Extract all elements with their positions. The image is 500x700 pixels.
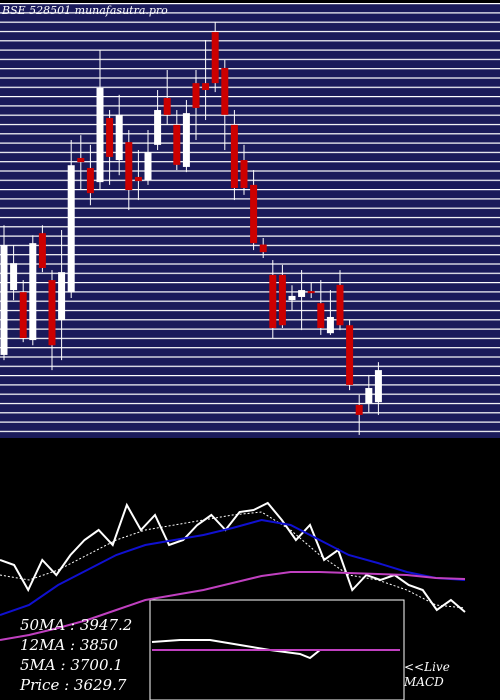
candle-body xyxy=(307,291,315,294)
candle-body xyxy=(192,83,200,108)
candle-body xyxy=(38,233,46,268)
candle-body xyxy=(202,83,210,91)
candle-body xyxy=(86,167,94,194)
legend-text: 50MA : 3947.2 xyxy=(20,616,132,634)
candle-body xyxy=(10,263,18,291)
macd-label: <<Live xyxy=(404,660,450,674)
candle-body xyxy=(365,388,373,404)
candle-body xyxy=(48,280,56,346)
candle-body xyxy=(230,124,238,188)
candle-body xyxy=(211,32,219,84)
candle-body xyxy=(163,97,171,115)
candle-body xyxy=(106,117,114,157)
candle-body xyxy=(326,316,334,334)
candle-body xyxy=(134,176,142,182)
legend-text: Price : 3629.7 xyxy=(19,676,127,694)
candle-body xyxy=(288,295,296,301)
indicator-line xyxy=(0,511,466,609)
candle-body xyxy=(317,303,325,329)
candle-body xyxy=(154,110,162,145)
legend-text: 5MA : 3700.1 xyxy=(20,656,123,674)
indicator-line xyxy=(0,571,466,641)
indicator-line xyxy=(0,518,466,616)
candle-body xyxy=(240,160,248,188)
candle-body xyxy=(336,284,344,326)
macd-label: MACD xyxy=(403,675,444,689)
candle-body xyxy=(29,243,37,341)
candle-body xyxy=(374,370,382,403)
candle-body xyxy=(67,165,75,293)
candle-body xyxy=(346,325,354,385)
candle-body xyxy=(77,157,85,163)
candle-body xyxy=(144,152,152,181)
candle-body xyxy=(269,274,277,329)
candle-body xyxy=(115,114,123,161)
candle-body xyxy=(96,87,104,183)
candle-body xyxy=(355,404,363,415)
candle-body xyxy=(278,274,286,326)
candle-body xyxy=(58,272,66,321)
indicator-line xyxy=(0,501,466,613)
candle-body xyxy=(173,124,181,165)
candle-body xyxy=(125,142,133,191)
candle-body xyxy=(182,113,190,167)
price-panel-bg xyxy=(0,3,500,438)
candle-body xyxy=(0,245,8,355)
candle-body xyxy=(19,292,27,339)
chart-title: BSE 528501 munafasutra.pro xyxy=(1,4,168,17)
candle-body xyxy=(259,244,267,253)
legend-text: 12MA : 3850 xyxy=(20,636,118,654)
candle-body xyxy=(221,67,229,115)
candle-body xyxy=(298,290,306,297)
candle-body xyxy=(250,184,258,244)
